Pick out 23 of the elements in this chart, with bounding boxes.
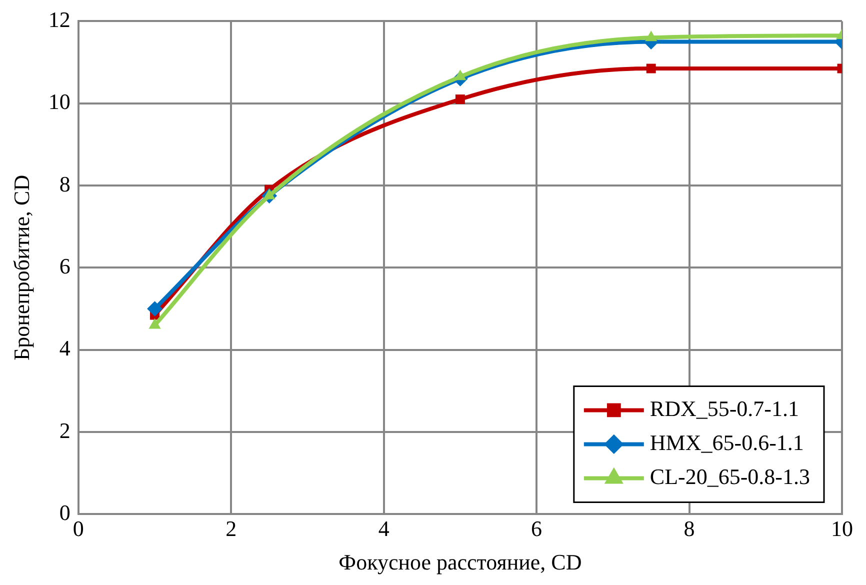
legend-label: RDX_55-0.7-1.1 xyxy=(650,396,800,421)
legend-label: HMX_65-0.6-1.1 xyxy=(650,430,804,455)
x-tick-label: 10 xyxy=(831,516,853,542)
y-tick-label: 2 xyxy=(59,418,70,443)
x-tick-label: 8 xyxy=(684,516,695,542)
point xyxy=(646,64,656,74)
point xyxy=(645,31,657,42)
x-tick-label: 2 xyxy=(226,516,237,542)
x-tick-label: 4 xyxy=(378,516,390,542)
x-tick-label: 6 xyxy=(531,516,542,542)
x-axis-title: Фокусное расстояние, CD xyxy=(338,550,582,575)
y-axis-title: Бронепробитие, CD xyxy=(8,174,34,361)
y-tick-label: 8 xyxy=(59,171,70,196)
legend-label: CL-20_65-0.8-1.3 xyxy=(650,464,810,489)
y-tick-label: 4 xyxy=(59,336,70,361)
y-tick-label: 6 xyxy=(59,253,70,278)
point xyxy=(455,94,465,104)
y-tick-label: 10 xyxy=(48,89,70,114)
y-tick-label: 12 xyxy=(48,6,70,32)
point xyxy=(147,301,162,316)
point xyxy=(454,70,466,80)
y-tick-label: 0 xyxy=(59,500,70,525)
point xyxy=(149,318,160,329)
